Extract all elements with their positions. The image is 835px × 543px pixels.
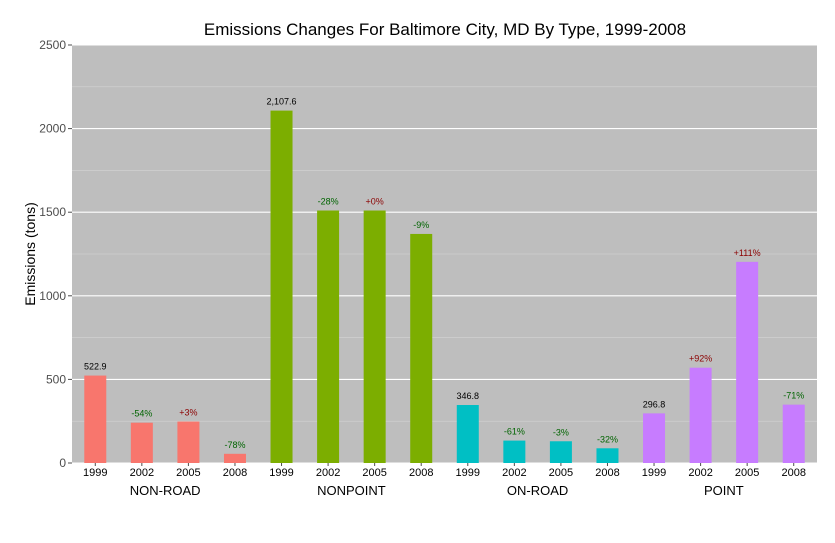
bar-nonpoint-2002 [317, 210, 340, 463]
data-label: +0% [366, 197, 384, 207]
bar-point-2002 [689, 367, 712, 463]
chart-title: Emissions Changes For Baltimore City, MD… [204, 20, 686, 39]
data-label: -54% [131, 409, 152, 419]
group-label-nonpoint: NONPOINT [317, 483, 386, 498]
x-axis: 1999 2002 2005 2008 NON-ROAD 1999 2002 2005 2008… [83, 463, 806, 498]
data-label: 346.8 [457, 391, 480, 401]
y-axis: 0 500 1000 1500 2000 2500 [39, 38, 72, 470]
y-tick-label: 0 [59, 456, 66, 470]
y-tick-label: 2000 [39, 122, 66, 136]
x-tick-label: 2008 [223, 467, 247, 479]
data-label: +3% [179, 408, 197, 418]
data-label: -61% [504, 427, 525, 437]
y-tick-label: 1500 [39, 205, 66, 219]
data-label: -78% [224, 440, 245, 450]
x-tick-label: 2005 [549, 467, 573, 479]
x-tick-label: 1999 [269, 467, 293, 479]
data-label: 2,107.6 [267, 97, 297, 107]
y-axis-label: Emissions (tons) [22, 202, 38, 305]
bar-non-road-2002 [130, 422, 153, 463]
bar-non-road-1999 [84, 375, 107, 463]
bar-non-road-2005 [177, 421, 200, 463]
x-tick-label: 2008 [595, 467, 619, 479]
x-tick-label: 2002 [316, 467, 340, 479]
data-label: +92% [689, 354, 712, 364]
x-tick-label: 2005 [362, 467, 386, 479]
bar-nonpoint-2005 [363, 210, 386, 463]
bar-on-road-1999 [456, 405, 479, 463]
data-label: 296.8 [643, 399, 666, 409]
bar-on-road-2002 [503, 440, 526, 463]
bars: 522.9 -54% +3% -78% 2,107.6 -28% +0% -9% 346.8 -6… [84, 97, 805, 463]
x-tick-label: 1999 [642, 467, 666, 479]
data-label: -28% [318, 197, 339, 207]
bar-on-road-2005 [549, 441, 572, 463]
x-tick-label: 2002 [688, 467, 712, 479]
x-tick-label: 1999 [456, 467, 480, 479]
x-tick-label: 1999 [83, 467, 107, 479]
bar-nonpoint-1999 [270, 110, 293, 463]
data-label: -3% [553, 427, 569, 437]
y-tick-label: 500 [46, 372, 66, 386]
data-label: -32% [597, 434, 618, 444]
bar-non-road-2008 [223, 453, 246, 463]
data-label: 522.9 [84, 362, 107, 372]
data-label: -71% [783, 391, 804, 401]
data-label: -9% [413, 220, 429, 230]
group-label-non-road: NON-ROAD [130, 483, 201, 498]
bar-point-2008 [782, 404, 805, 463]
y-tick-label: 1000 [39, 289, 66, 303]
y-tick-label: 2500 [39, 38, 66, 52]
group-label-on-road: ON-ROAD [507, 483, 568, 498]
bar-nonpoint-2008 [410, 233, 433, 463]
bar-point-1999 [643, 413, 666, 463]
data-label: +111% [734, 248, 761, 258]
bar-on-road-2008 [596, 448, 619, 463]
group-label-point: POINT [704, 483, 744, 498]
x-tick-label: 2005 [735, 467, 759, 479]
x-tick-label: 2008 [409, 467, 433, 479]
x-tick-label: 2002 [502, 467, 526, 479]
x-tick-label: 2008 [781, 467, 805, 479]
x-tick-label: 2002 [130, 467, 154, 479]
x-tick-label: 2005 [176, 467, 200, 479]
bar-point-2005 [736, 261, 759, 463]
